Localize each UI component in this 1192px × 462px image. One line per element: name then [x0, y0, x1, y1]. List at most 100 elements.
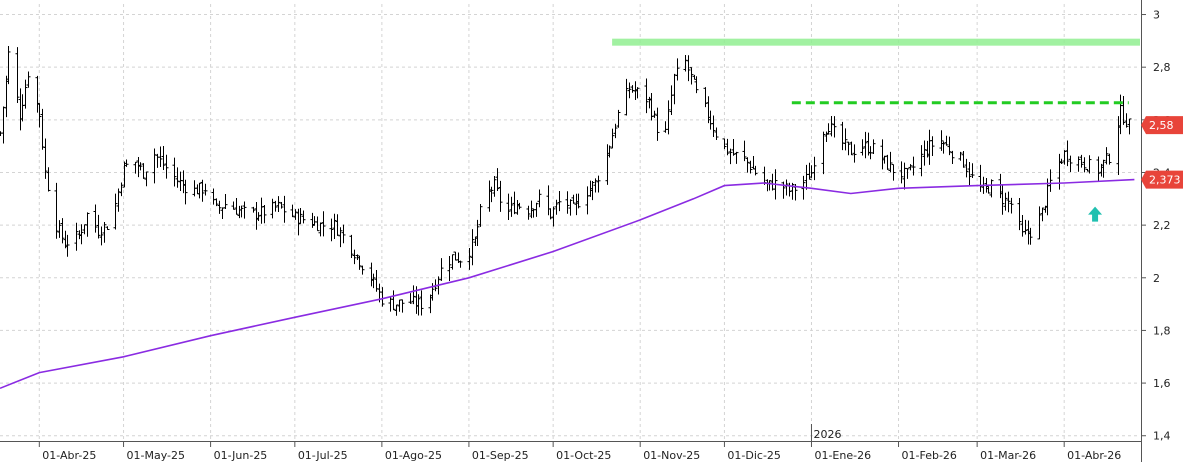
ohlc-bar: [947, 136, 952, 156]
ohlc-bar: [554, 199, 559, 215]
ohlc-bar: [576, 193, 581, 209]
ohlc-bar: [262, 204, 267, 224]
ohlc-bar: [911, 156, 916, 176]
ohlc-bar: [65, 234, 70, 257]
ohlc-bar: [279, 201, 284, 209]
ohlc-bar: [568, 199, 573, 216]
ohlc-bar: [571, 194, 576, 204]
x-tick-label: 01-Dic-25: [727, 449, 781, 462]
value-badges: 2,58 2,373: [1141, 116, 1183, 189]
ohlc-bar: [315, 216, 320, 232]
ohlc-bar: [1087, 155, 1092, 174]
ohlc-bar: [742, 140, 747, 162]
ohlc-bar: [419, 290, 424, 316]
annotation-layer: [791, 101, 1129, 222]
last-price-badge: 2,58: [1141, 116, 1183, 135]
ohlc-bar: [133, 161, 138, 174]
ohlc-bar: [458, 260, 463, 268]
ohlc-bar: [1017, 197, 1022, 231]
x-tick-label: 01-Abr-25: [42, 449, 96, 462]
ohlc-bar: [1104, 147, 1109, 165]
ohlc-bar: [1048, 169, 1053, 192]
ohlc-bar: [301, 210, 306, 224]
ohlc-bar: [548, 208, 553, 220]
x-tick-label: 01-Jul-25: [298, 449, 348, 462]
ohlc-bar: [652, 110, 657, 118]
ohlc-bar: [57, 220, 62, 238]
ohlc-bar: [391, 290, 396, 311]
ohlc-bar: [40, 108, 45, 150]
moving-average-value-badge: 2,373: [1141, 170, 1183, 189]
y-tick-label: 2: [1153, 272, 1160, 285]
ohlc-bar: [1107, 153, 1112, 165]
ohlc-bar: [843, 128, 848, 151]
ohlc-bar: [849, 141, 854, 156]
y-tick-label: 1,8: [1153, 324, 1171, 337]
ohlc-bar: [689, 67, 694, 85]
last-price-badge-text: 2,58: [1149, 119, 1174, 132]
ohlc-bar: [1006, 191, 1011, 213]
ohlc-bar: [748, 160, 753, 174]
moving-average-layer: [0, 178, 1135, 390]
ohlc-bar: [644, 78, 649, 114]
ohlc-bar: [728, 148, 733, 165]
ohlc-bar: [832, 116, 837, 138]
resistance-band: [612, 38, 1140, 46]
ohlc-bar: [54, 182, 59, 239]
ohlc-bar: [944, 135, 949, 146]
resistance-band-layer: [612, 38, 1140, 46]
ohlc-bar: [899, 161, 904, 184]
ohlc-bar: [537, 189, 542, 208]
ohlc-bar: [60, 218, 65, 244]
ohlc-bar: [124, 159, 129, 167]
ohlc-bar: [352, 249, 357, 265]
ohlc-bar: [922, 140, 927, 166]
ohlc-bar: [1076, 156, 1081, 172]
ohlc-bar: [919, 145, 924, 177]
ohlc-bar: [672, 73, 677, 105]
ohlc-bar: [411, 285, 416, 305]
ohlc-bar: [950, 150, 955, 164]
x-tick-label: 01-Sep-25: [472, 449, 529, 462]
ohlc-bar: [282, 195, 287, 223]
ohlc-bar: [85, 212, 90, 237]
ohlc-bar: [197, 182, 202, 199]
ohlc-bar: [517, 202, 522, 210]
ohlc-bar: [686, 55, 691, 82]
ohlc-bar: [1065, 140, 1070, 167]
ohlc-bar: [534, 202, 539, 217]
ohlc-bar: [183, 179, 188, 205]
ohlc-bar: [1059, 158, 1064, 165]
ohlc-bar: [96, 214, 101, 239]
y-tick-label: 2,2: [1153, 219, 1171, 232]
ohlc-bar: [694, 76, 699, 94]
ohlc-bar: [846, 141, 851, 156]
ohlc-bar: [357, 255, 362, 270]
ohlc-bar: [509, 196, 514, 217]
ohlc-bar: [526, 205, 531, 220]
ohlc-bar: [829, 116, 834, 137]
ohlc-bar: [99, 226, 104, 246]
ohlc-bar: [1079, 154, 1084, 168]
ohlc-bar: [812, 156, 817, 181]
ohlc-bar: [138, 162, 143, 171]
x-tick-label: 01-Nov-25: [643, 449, 700, 462]
ohlc-bar: [613, 123, 618, 139]
ohlc-bar: [826, 123, 831, 135]
ohlc-bar: [506, 193, 511, 221]
ohlc-bar: [360, 265, 365, 275]
ohlc-bar: [321, 211, 326, 237]
ohlc-bar: [498, 180, 503, 212]
ohlc-bar: [939, 130, 944, 151]
ohlc-bar: [217, 200, 222, 214]
ohlc-bar: [593, 178, 598, 193]
ohlc-bar: [141, 163, 146, 179]
ohlc-bar: [231, 201, 236, 210]
ohlc-bar: [251, 206, 256, 213]
ohlc-bar: [341, 224, 346, 244]
ohlc-bar: [447, 255, 452, 281]
ohlc-bar: [492, 175, 497, 197]
last-price-badge-shape: [1141, 116, 1183, 135]
up-arrow-icon: [1088, 206, 1103, 222]
